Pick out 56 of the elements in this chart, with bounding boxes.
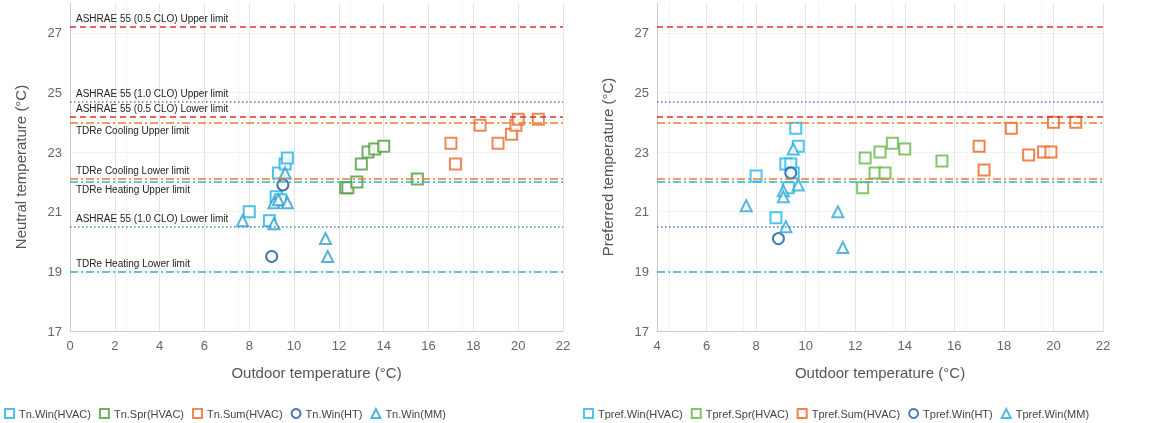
legend-label: Tpref.Spr(HVAC) [705, 407, 789, 420]
x-tick-label: 12 [331, 338, 347, 353]
x-tick-label: 8 [752, 338, 760, 353]
ref-line-label: ASHRAE 55 (1.0 CLO) Upper limit [76, 87, 229, 99]
x-tick-label: 0 [66, 338, 74, 353]
x-tick-label: 4 [653, 338, 661, 353]
x-tick-label: 20 [510, 338, 526, 353]
y-tick-label: 17 [47, 323, 62, 339]
legend-label: Tpref.Win(MM) [1015, 407, 1090, 420]
legend-label: Tn.Win(MM) [385, 407, 446, 420]
x-tick-label: 16 [421, 338, 436, 353]
legend-label: Tpref.Win(HVAC) [598, 407, 683, 420]
legend-label: Tn.Win(HVAC) [19, 407, 91, 420]
ref-line-label: TDRe Cooling Upper limit [76, 124, 190, 136]
ref-line-label: TDRe Heating Lower limit [76, 257, 191, 269]
y-axis-title: Neutral temperature (°C) [12, 84, 29, 250]
x-tick-label: 2 [111, 338, 119, 353]
x-tick-label: 18 [466, 338, 481, 353]
x-tick-label: 22 [1095, 338, 1111, 353]
y-tick-label: 27 [634, 25, 649, 41]
y-tick-label: 23 [634, 144, 649, 160]
y-tick-label: 25 [634, 84, 649, 100]
y-axis-title: Preferred temperature (°C) [599, 77, 616, 257]
x-tick-label: 16 [947, 338, 962, 353]
x-tick-label: 6 [702, 338, 711, 353]
x-tick-label: 14 [897, 338, 913, 353]
x-axis-title: Outdoor temperature (°C) [231, 364, 402, 381]
x-axis-title: Outdoor temperature (°C) [794, 364, 966, 381]
y-tick-label: 25 [47, 84, 62, 100]
x-tick-label: 14 [376, 338, 391, 353]
y-tick-label: 19 [47, 263, 62, 279]
ref-line-label: ASHRAE 55 (0.5 CLO) Lower limit [76, 102, 229, 114]
y-tick-label: 19 [634, 263, 649, 279]
x-tick-label: 10 [798, 338, 813, 353]
legend-label: Tn.Win(HT) [305, 407, 363, 420]
x-tick-label: 18 [996, 338, 1012, 353]
y-tick-label: 27 [47, 25, 62, 41]
legend-label: Tpref.Win(HT) [923, 407, 993, 420]
x-tick-label: 4 [156, 338, 164, 353]
x-tick-label: 12 [847, 338, 863, 353]
legend-label: Tpref.Sum(HVAC) [811, 407, 901, 420]
legend-label: Tn.Spr(HVAC) [113, 407, 184, 420]
ref-line-label: TDRe Cooling Lower limit [76, 165, 190, 177]
ref-line-label: ASHRAE 55 (1.0 CLO) Lower limit [76, 213, 229, 225]
y-tick-label: 17 [634, 323, 649, 339]
y-tick-label: 23 [47, 144, 62, 160]
x-tick-label: 22 [555, 338, 571, 353]
y-tick-label: 21 [634, 204, 649, 220]
x-tick-label: 10 [286, 338, 302, 353]
x-tick-label: 6 [200, 338, 209, 353]
x-tick-label: 8 [245, 338, 253, 353]
ref-line-label: TDRe Heating Upper limit [76, 184, 191, 196]
x-tick-label: 20 [1046, 338, 1061, 353]
ref-line-label: ASHRAE 55 (0.5 CLO) Upper limit [76, 13, 229, 25]
legend-label: Tn.Sum(HVAC) [206, 407, 283, 420]
y-tick-label: 21 [47, 204, 62, 220]
